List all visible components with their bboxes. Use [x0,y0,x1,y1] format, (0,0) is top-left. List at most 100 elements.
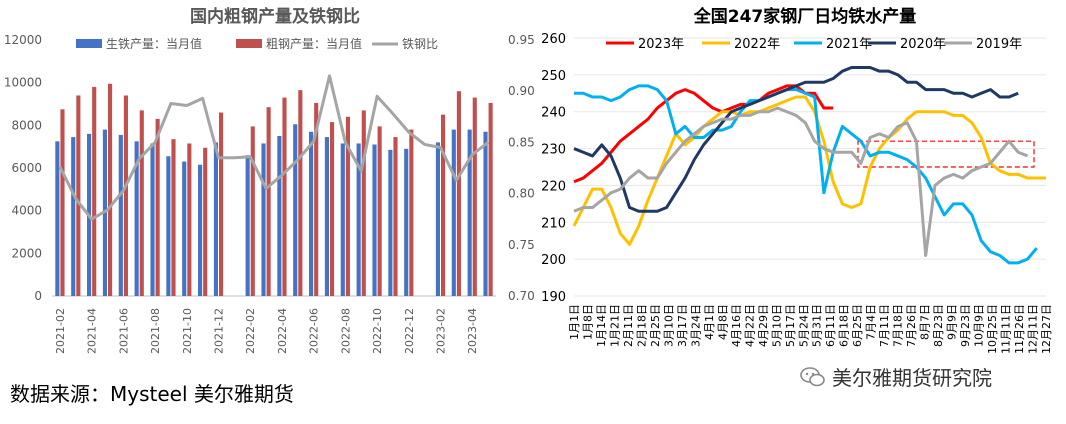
pig-iron-bar [404,148,409,296]
crude-steel-bar [377,126,382,297]
crude-steel-bar [314,102,319,296]
crude-steel-bar [60,109,65,296]
highlight-box [857,140,1035,168]
iron-steel-ratio-line [58,74,489,221]
pig-iron-bar [55,141,60,296]
watermark-text: 美尔雅期货研究院 [832,366,992,390]
right-x-tick-label: 7月26日 [905,304,918,347]
crude-steel-bar [345,116,350,296]
right-x-tick-label: 12月27日 [1040,304,1053,354]
pig-iron-bar [213,142,218,296]
right-chart-title: 全国247家钢厂日均铁水产量 [693,6,917,27]
pig-iron-bar [166,156,171,296]
crude-steel-bar [393,137,398,296]
pig-iron-bar [71,137,76,296]
wechat-icon [800,366,825,386]
right-x-tick-label: 3月24日 [689,304,702,347]
left-y-tick-label: 8000 [11,118,42,132]
right-y-tick-label: 260 [541,32,566,47]
left-x-tick-label: 2022-06 [308,308,321,354]
right-y-tick-label: 210 [541,216,566,231]
pig-iron-bar [245,155,250,296]
series-line [572,95,1046,246]
right-x-tick-label: 8月7日 [919,304,932,340]
right-y-tick-label: 0.85 [508,135,535,149]
data-source-note: 数据来源：Mysteel 美尔雅期货 [10,382,294,406]
right-x-tick-label: 8月23日 [932,304,945,347]
legend-label: 2023年 [638,37,684,52]
pig-iron-bar [150,143,155,296]
right-x-tick-label: 4月16日 [730,304,743,347]
pig-iron-bar [324,137,329,296]
crude-steel-bar [282,97,287,296]
legend-label: 铁钢比 [402,37,438,51]
crude-steel-bar [123,95,128,296]
crude-steel-bar [92,86,97,296]
right-y-tick-label: 220 [541,179,566,194]
right-x-tick-label: 2月25日 [649,304,662,347]
pig-iron-bar [372,144,377,296]
right-y-tick-label: 0.75 [508,238,535,252]
right-x-tick-label: 4月29日 [757,304,770,347]
right-chart: 全国247家钢厂日均铁水产量 190 200 210 220 230 240 250 260 1… [541,6,1053,354]
crude-steel-bar [361,110,366,297]
pig-iron-bar [483,131,488,296]
pig-iron-bar [293,124,298,297]
pig-iron-bar [309,131,314,296]
right-y-tick-label: 0.80 [508,187,535,201]
right-y-tick-label: 230 [541,143,566,158]
pig-iron-bar [277,136,282,296]
right-x-tick-label: 11月26日 [1013,304,1026,354]
right-x-tick-label: 10月25日 [986,304,999,354]
right-x-tick-label: 7月18日 [892,304,905,347]
right-y-tick-label: 0.70 [508,289,535,303]
right-y-tick-label: 200 [541,253,566,268]
left-x-tick-label: 2022-04 [276,308,289,354]
pig-iron-bar [435,142,440,296]
right-x-tick-label: 5月31日 [811,304,824,347]
right-y-tick-label: 190 [541,290,566,305]
crude-steel-bar [139,110,144,297]
right-x-tick-label: 10月9日 [973,304,986,347]
series-line [573,65,1019,213]
right-x-tick-label: 4月22日 [743,304,756,347]
left-x-tick-label: 2021-12 [213,308,226,354]
left-x-tick-label: 2021-02 [54,308,67,354]
left-x-tick-label: 2022-10 [371,308,384,354]
right-x-tick-label: 3月17日 [676,304,689,347]
right-x-tick-label: 4月8日 [716,304,729,340]
right-x-tick-label: 1月21日 [608,304,621,347]
right-x-tick-label: 4月1日 [703,304,716,340]
right-x-tick-label: 6月11日 [824,304,837,347]
right-y-tick-label: 0.90 [508,84,535,98]
pig-iron-bar [261,143,266,296]
series-line [573,84,834,184]
left-chart-title: 国内粗钢产量及铁钢比 [190,6,360,27]
left-x-tick-label: 2023-04 [466,308,479,354]
right-y-tick-label: 0.95 [508,33,535,47]
legend-label: 2020年 [900,37,946,52]
right-x-tick-label: 3月10日 [662,304,675,347]
left-y-tick-label: 6000 [11,161,42,175]
right-x-tick-label: 1月14日 [595,304,608,347]
crude-steel-bar [219,112,224,297]
pig-iron-bar [356,143,361,296]
right-x-tick-label: 5月24日 [797,304,810,347]
crude-steel-bar [456,91,461,296]
legend-swatch [76,39,102,48]
right-x-tick-label: 12月11日 [1027,304,1040,354]
crude-steel-bar [409,129,414,296]
pig-iron-bar [198,164,203,296]
right-x-tick-label: 6月18日 [838,304,851,347]
left-y-tick-label: 2000 [11,246,42,260]
left-y-tick-label: 12000 [4,33,42,47]
right-x-tick-label: 1月1日 [568,304,581,340]
crude-steel-bar [488,102,493,296]
right-x-tick-label: 7月4日 [865,304,878,340]
right-y-tick-label: 250 [541,69,566,84]
crude-steel-bar [330,122,335,296]
pig-iron-bar [340,143,345,296]
right-x-tick-label: 5月10日 [770,304,783,347]
pig-iron-bar [388,149,393,296]
